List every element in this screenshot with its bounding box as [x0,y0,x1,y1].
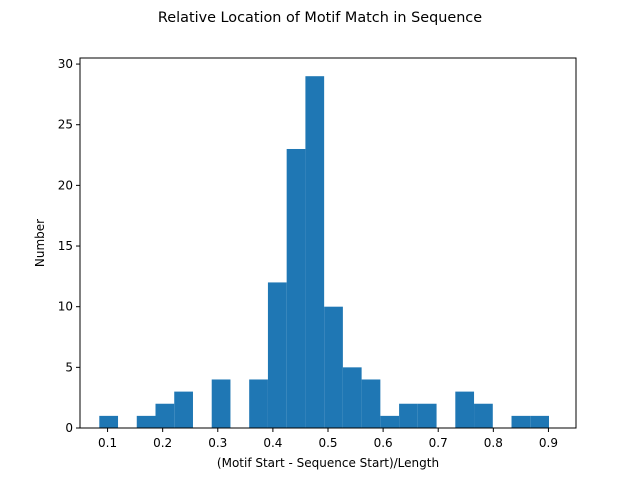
chart-title: Relative Location of Motif Match in Sequ… [158,10,482,26]
y-tick-label: 0 [65,421,73,435]
x-axis-ticks: 0.1 0.2 0.3 0.4 0.5 0.6 0.7 0.8 0.9 [98,428,558,450]
y-axis-ticks: 0 5 10 15 20 25 30 [58,57,80,435]
histogram-bar [136,415,156,428]
histogram-bar [267,282,287,428]
histogram-bar [324,306,343,428]
x-tick-label: 0.7 [429,436,448,450]
histogram-bar [305,76,325,429]
histogram-bar [286,148,306,428]
histogram-bar [474,403,493,428]
y-tick-label: 25 [58,118,73,132]
y-tick-label: 15 [58,239,73,253]
histogram-bar [530,415,549,428]
x-tick-label: 0.2 [153,436,172,450]
histogram-bar [399,403,418,428]
x-tick-label: 0.8 [484,436,503,450]
histogram-bar [380,415,400,428]
histogram-bar [417,403,437,428]
x-tick-label: 0.9 [539,436,558,450]
histogram-bar [249,379,268,428]
histogram-bar [455,391,475,428]
histogram-bar [99,415,119,428]
y-tick-label: 20 [58,178,73,192]
x-tick-label: 0.6 [374,436,393,450]
x-tick-label: 0.1 [98,436,117,450]
x-tick-label: 0.5 [318,436,337,450]
y-axis-label: Number [33,219,47,267]
x-tick-label: 0.3 [208,436,227,450]
histogram-bar [511,415,531,428]
y-tick-label: 10 [58,300,73,314]
histogram-bar [361,379,381,428]
histogram-bar [211,379,231,428]
histogram-bar [342,367,362,428]
histogram-bar [155,403,175,428]
histogram-bar [174,391,193,428]
y-tick-label: 5 [65,360,73,374]
bars-layer [99,76,549,429]
x-axis-label: (Motif Start - Sequence Start)/Length [217,456,439,470]
y-tick-label: 30 [58,57,73,71]
x-tick-label: 0.4 [263,436,282,450]
